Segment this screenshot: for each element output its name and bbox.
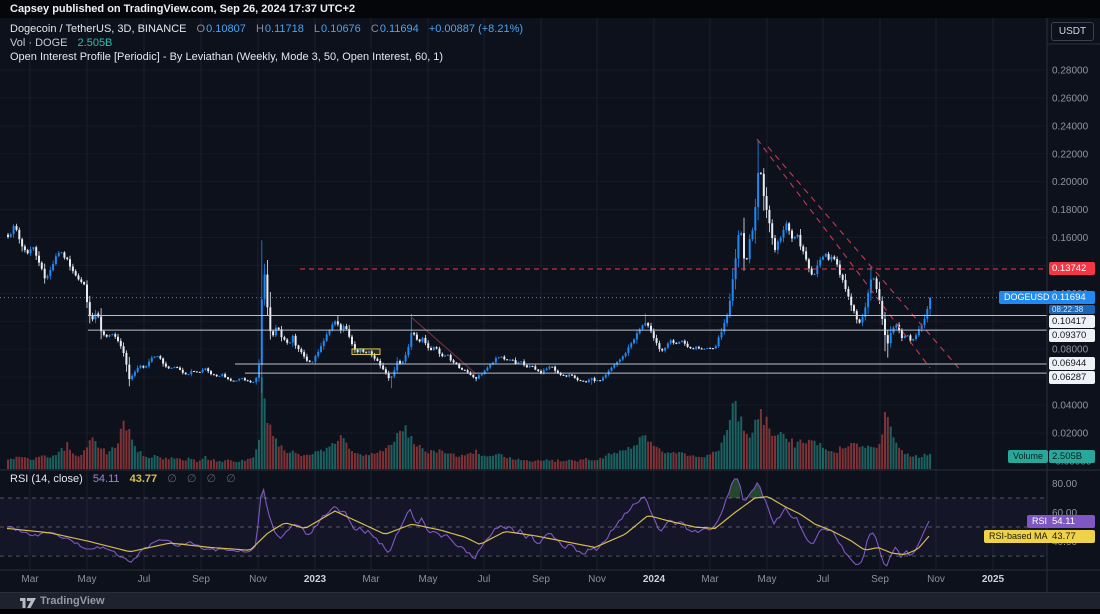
svg-text:Nov: Nov bbox=[588, 574, 606, 585]
volume-axis-value: 2.505B bbox=[1049, 450, 1095, 463]
rsi-ma-axis-value: 43.77 bbox=[1049, 529, 1095, 543]
publish-bar: Capsey published on TradingView.com, Sep… bbox=[0, 0, 1100, 18]
rsi-empty-value: ∅ bbox=[226, 473, 236, 485]
change-value: +0.00887 (+8.21%) bbox=[428, 23, 524, 35]
svg-text:0.28000: 0.28000 bbox=[1052, 66, 1089, 77]
rsi-ma-value: 43.77 bbox=[129, 473, 158, 485]
rsi-axis-value: 54.11 bbox=[1049, 514, 1095, 528]
svg-text:Sep: Sep bbox=[532, 574, 550, 585]
rsi-empty-value: ∅ bbox=[167, 473, 177, 485]
svg-text:Sep: Sep bbox=[192, 574, 210, 585]
tradingview-logo-icon[interactable] bbox=[20, 596, 36, 608]
svg-text:Mar: Mar bbox=[362, 574, 380, 585]
volume-legend-row[interactable]: Vol · DOGE 2.505B bbox=[10, 37, 112, 49]
current-price-label: 0.11694 bbox=[1049, 290, 1095, 304]
svg-text:2025: 2025 bbox=[982, 574, 1005, 585]
close-label: C bbox=[370, 23, 379, 35]
high-label: H bbox=[255, 23, 264, 35]
rsi-empty-value: ∅ bbox=[186, 473, 197, 485]
svg-text:2023: 2023 bbox=[304, 574, 327, 585]
low-value: 0.10676 bbox=[321, 23, 361, 35]
svg-text:0.24000: 0.24000 bbox=[1052, 121, 1089, 132]
volume-legend-label: Vol · DOGE bbox=[10, 37, 68, 49]
svg-text:0.16000: 0.16000 bbox=[1052, 233, 1089, 244]
svg-text:May: May bbox=[78, 574, 97, 585]
high-value: 0.11718 bbox=[264, 23, 304, 35]
brand-name[interactable]: TradingView bbox=[40, 595, 105, 607]
svg-text:Jul: Jul bbox=[478, 574, 491, 585]
svg-text:Sep: Sep bbox=[871, 574, 889, 585]
rsi-tag: RSI bbox=[1027, 514, 1053, 528]
close-value: 0.11694 bbox=[379, 23, 419, 35]
rsi-value: 54.11 bbox=[92, 473, 120, 485]
svg-text:0.18000: 0.18000 bbox=[1052, 205, 1089, 216]
svg-text:Jul: Jul bbox=[138, 574, 151, 585]
svg-text:0.22000: 0.22000 bbox=[1052, 149, 1089, 160]
svg-text:80.00: 80.00 bbox=[1052, 479, 1077, 490]
volume-legend-value: 2.505B bbox=[77, 37, 113, 49]
svg-text:0.04000: 0.04000 bbox=[1052, 401, 1089, 412]
rsi-title: RSI (14, close) bbox=[10, 473, 83, 485]
svg-text:60.00: 60.00 bbox=[1052, 508, 1077, 519]
open-label: O bbox=[196, 23, 206, 35]
rsi-legend-row[interactable]: RSI (14, close) 54.11 43.77 ∅ ∅ ∅ ∅ bbox=[10, 472, 236, 485]
brand-footer: TradingView bbox=[0, 592, 1100, 609]
svg-text:Mar: Mar bbox=[701, 574, 719, 585]
svg-text:May: May bbox=[758, 574, 777, 585]
low-label: L bbox=[313, 23, 321, 35]
symbol-price-tag: DOGEUSDT bbox=[999, 291, 1061, 305]
level-price-label[interactable]: 0.06287 bbox=[1049, 370, 1095, 384]
indicator-legend-row[interactable]: Open Interest Profile [Periodic] - By Le… bbox=[10, 51, 443, 63]
svg-text:May: May bbox=[419, 574, 438, 585]
svg-text:Nov: Nov bbox=[249, 574, 267, 585]
svg-text:Jul: Jul bbox=[817, 574, 830, 585]
svg-text:0.20000: 0.20000 bbox=[1052, 177, 1089, 188]
svg-text:Mar: Mar bbox=[21, 574, 39, 585]
bottom-black-bar bbox=[0, 609, 1100, 614]
level-price-label[interactable]: 0.10417 bbox=[1049, 315, 1095, 329]
svg-text:Nov: Nov bbox=[927, 574, 945, 585]
indicator-title: Open Interest Profile [Periodic] - By Le… bbox=[10, 51, 444, 63]
level-price-label[interactable]: 0.09370 bbox=[1049, 328, 1095, 342]
volume-tag: Volume bbox=[1008, 450, 1049, 463]
bar-countdown-label: 08:22:38 bbox=[1049, 304, 1095, 314]
currency-toggle-button[interactable]: USDT bbox=[1051, 22, 1094, 41]
rsi-empty-value: ∅ bbox=[206, 473, 217, 485]
symbol-legend-row[interactable]: Dogecoin / TetherUS, 3D, BINANCE O0.1080… bbox=[10, 23, 523, 35]
rsi-ma-tag: RSI-based MA bbox=[984, 529, 1053, 543]
svg-text:2024: 2024 bbox=[643, 574, 666, 585]
level-price-label[interactable]: 0.06944 bbox=[1049, 357, 1095, 371]
svg-text:0.08000: 0.08000 bbox=[1052, 345, 1089, 356]
svg-text:0.02000: 0.02000 bbox=[1052, 428, 1089, 439]
symbol-title[interactable]: Dogecoin / TetherUS, 3D, BINANCE bbox=[10, 23, 187, 35]
svg-text:0.26000: 0.26000 bbox=[1052, 93, 1089, 104]
open-value: 0.10807 bbox=[206, 23, 246, 35]
alert-price-label[interactable]: 0.13742 bbox=[1049, 262, 1095, 275]
